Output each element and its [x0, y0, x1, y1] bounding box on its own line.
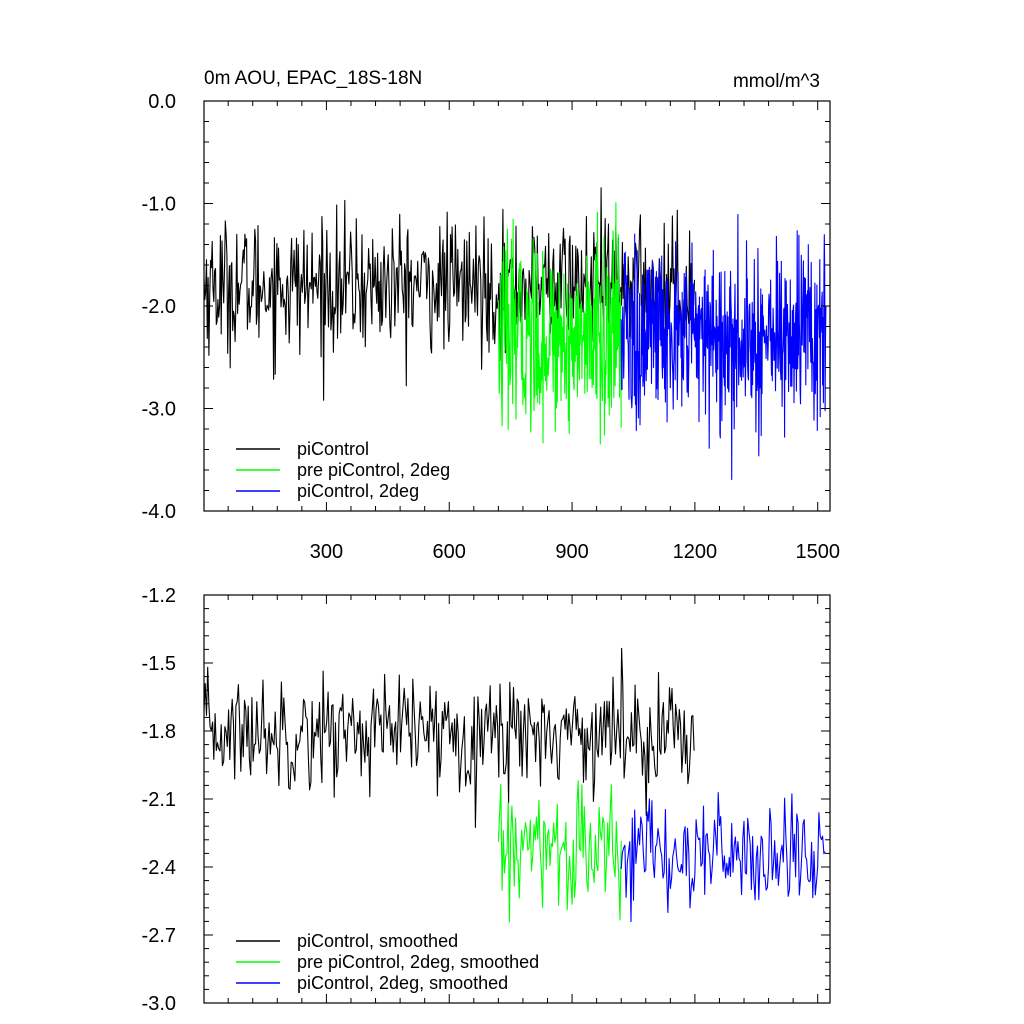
x-tick-label: 900 [555, 541, 588, 563]
y-tick-label: -2.7 [142, 925, 176, 947]
x-tick-label: 1200 [673, 541, 718, 563]
series-line-top-1 [497, 202, 622, 445]
y-tick-label: -2.1 [142, 789, 176, 811]
y-tick-label: 0.0 [148, 91, 176, 113]
legend-label: piControl, 2deg, smoothed [297, 973, 508, 993]
legend-label: pre piControl, 2deg [297, 460, 450, 480]
y-tick-label: -3.0 [142, 399, 176, 421]
top-plot-axes: 0.0 -1.0 -2.0 -3.0 -4.0 300 600 900 1200 1500 [142, 91, 840, 563]
top-panel: 0m AOU, EPAC_18S-18N mmol/m^3 0.0 -1.0 -2.… [142, 68, 840, 563]
y-tick-label: -2.0 [142, 296, 176, 318]
legend-label: piControl, 2deg [297, 481, 419, 501]
top-plot-series [203, 187, 827, 481]
bottom-plot-series [203, 647, 826, 923]
x-tick-label: 600 [433, 541, 466, 563]
y-tick-label: -1.5 [142, 653, 176, 675]
legend-label: pre piControl, 2deg, smoothed [297, 952, 539, 972]
legend-label: piControl, smoothed [297, 931, 458, 951]
y-tick-label: -4.0 [142, 501, 176, 523]
y-tick-label: -1.2 [142, 585, 176, 607]
bottom-panel: -1.2 -1.5 -1.8 -2.1 -2.4 -2.7 -3.0 piControl, … [142, 585, 831, 1015]
y-tick-label: -2.4 [142, 857, 176, 879]
y-tick-label: -1.0 [142, 194, 176, 216]
legend-label: piControl [297, 439, 369, 459]
series-line-top-2 [620, 213, 827, 481]
series-line-bottom-2 [620, 792, 826, 923]
series-line-bottom-0 [203, 647, 695, 828]
series-line-bottom-1 [497, 780, 622, 923]
y-tick-label: -3.0 [142, 993, 176, 1015]
x-tick-label: 300 [310, 541, 343, 563]
top-chart-title: 0m AOU, EPAC_18S-18N [204, 68, 422, 89]
y-tick-label: -1.8 [142, 721, 176, 743]
x-tick-label: 1500 [795, 541, 840, 563]
top-chart-units: mmol/m^3 [733, 71, 820, 92]
bottom-plot-axes: -1.2 -1.5 -1.8 -2.1 -2.4 -2.7 -3.0 [142, 585, 830, 1015]
